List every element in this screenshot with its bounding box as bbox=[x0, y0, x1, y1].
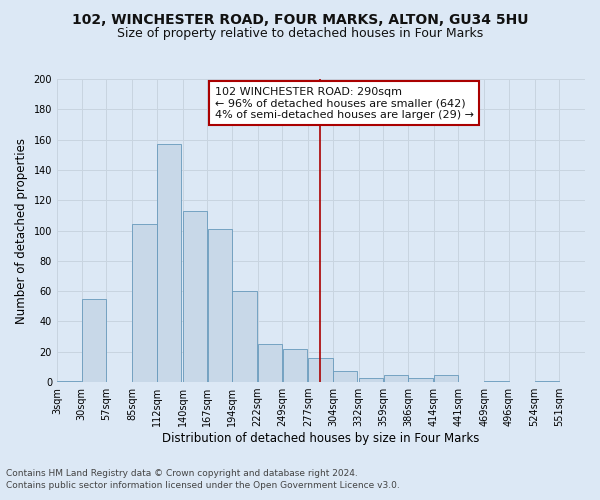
Bar bbox=[308, 358, 332, 382]
Bar bbox=[283, 348, 307, 382]
Bar bbox=[484, 380, 509, 382]
Text: 102 WINCHESTER ROAD: 290sqm
← 96% of detached houses are smaller (642)
4% of sem: 102 WINCHESTER ROAD: 290sqm ← 96% of det… bbox=[215, 86, 473, 120]
Bar bbox=[359, 378, 383, 382]
X-axis label: Distribution of detached houses by size in Four Marks: Distribution of detached houses by size … bbox=[162, 432, 479, 445]
Bar bbox=[157, 144, 181, 382]
Bar bbox=[383, 374, 408, 382]
Text: 102, WINCHESTER ROAD, FOUR MARKS, ALTON, GU34 5HU: 102, WINCHESTER ROAD, FOUR MARKS, ALTON,… bbox=[72, 12, 528, 26]
Bar bbox=[82, 298, 106, 382]
Bar bbox=[333, 372, 358, 382]
Bar bbox=[133, 224, 157, 382]
Text: Contains HM Land Registry data © Crown copyright and database right 2024.: Contains HM Land Registry data © Crown c… bbox=[6, 468, 358, 477]
Bar bbox=[434, 374, 458, 382]
Text: Contains public sector information licensed under the Open Government Licence v3: Contains public sector information licen… bbox=[6, 481, 400, 490]
Text: Size of property relative to detached houses in Four Marks: Size of property relative to detached ho… bbox=[117, 28, 483, 40]
Bar bbox=[57, 380, 82, 382]
Bar bbox=[409, 378, 433, 382]
Y-axis label: Number of detached properties: Number of detached properties bbox=[15, 138, 28, 324]
Bar bbox=[535, 380, 559, 382]
Bar bbox=[258, 344, 282, 382]
Bar bbox=[232, 291, 257, 382]
Bar bbox=[183, 211, 207, 382]
Bar bbox=[208, 229, 232, 382]
